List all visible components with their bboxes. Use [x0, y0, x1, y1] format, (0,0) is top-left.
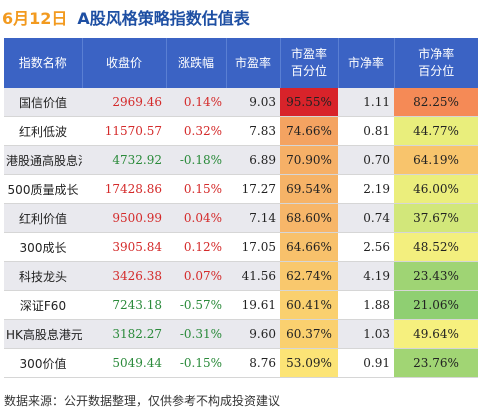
cell-pe: 6.89 — [226, 145, 280, 175]
cell-index-name: 300价值 — [4, 348, 82, 378]
header-pe: 市盈率 — [226, 38, 281, 88]
cell-pb: 0.81 — [338, 116, 394, 146]
cell-change: 0.32% — [166, 116, 226, 146]
header-pb-percentile: 市净率 百分位 — [394, 38, 478, 88]
cell-pb-percentile: 44.77% — [394, 116, 478, 146]
cell-pb: 4.19 — [338, 261, 394, 291]
cell-pb-percentile: 64.19% — [394, 145, 478, 175]
header-pb-percentile-label: 市净率 百分位 — [418, 47, 455, 78]
table-row: 500质量成长 17428.86 0.15% 17.27 69.54% 2.19 46.00… — [4, 174, 478, 204]
cell-close: 11570.57 — [82, 116, 166, 146]
table-row: 红利低波 11570.57 0.32% 7.83 74.66% 0.81 44.77% — [4, 116, 478, 146]
source-note: 数据来源：公开数据整理，仅供参考不构成投资建议 — [4, 394, 281, 408]
title-bar: 6月12日 A股风格策略指数估值表 — [0, 0, 480, 34]
cell-pe-percentile: 60.37% — [280, 319, 338, 349]
cell-pe-percentile: 64.66% — [280, 232, 338, 262]
cell-pe: 19.61 — [226, 290, 280, 320]
cell-close: 3426.38 — [82, 261, 166, 291]
cell-pb-percentile: 46.00% — [394, 174, 478, 204]
table-row: 国信价值 2969.46 0.14% 9.03 95.55% 1.11 82.25% — [4, 88, 478, 117]
cell-change: -0.18% — [166, 145, 226, 175]
cell-change: 0.07% — [166, 261, 226, 291]
cell-pe-percentile: 70.90% — [280, 145, 338, 175]
cell-pe-percentile: 74.66% — [280, 116, 338, 146]
cell-close: 2969.46 — [82, 88, 166, 117]
cell-index-name: 深证F60 — [4, 290, 82, 320]
table-row: 300价值 5049.44 -0.15% 8.76 53.09% 0.91 23.76% — [4, 348, 478, 378]
cell-close: 4732.92 — [82, 145, 166, 175]
cell-pe: 17.27 — [226, 174, 280, 204]
cell-change: 0.12% — [166, 232, 226, 262]
header-index-name: 指数名称 — [4, 38, 83, 88]
cell-index-name: 港股通高股息港元 — [4, 145, 82, 175]
cell-pe-percentile: 62.74% — [280, 261, 338, 291]
cell-pb: 0.74 — [338, 203, 394, 233]
cell-pe: 9.03 — [226, 88, 280, 117]
table-row: 深证F60 7243.18 -0.57% 19.61 60.41% 1.88 21.06% — [4, 290, 478, 320]
cell-pb-percentile: 37.67% — [394, 203, 478, 233]
cell-close: 3905.84 — [82, 232, 166, 262]
cell-pe-percentile: 69.54% — [280, 174, 338, 204]
title-date: 6月12日 — [2, 9, 68, 28]
cell-pb: 2.56 — [338, 232, 394, 262]
cell-pb: 1.11 — [338, 88, 394, 117]
cell-index-name: 红利价值 — [4, 203, 82, 233]
table-row: 科技龙头 3426.38 0.07% 41.56 62.74% 4.19 23.43% — [4, 261, 478, 291]
cell-pb: 0.70 — [338, 145, 394, 175]
cell-change: 0.15% — [166, 174, 226, 204]
table-row: 300成长 3905.84 0.12% 17.05 64.66% 2.56 48.52% — [4, 232, 478, 262]
header-change: 涨跌幅 — [166, 38, 227, 88]
header-close: 收盘价 — [82, 38, 167, 88]
table-row: 红利价值 9500.99 0.04% 7.14 68.60% 0.74 37.67% — [4, 203, 478, 233]
cell-close: 7243.18 — [82, 290, 166, 320]
cell-pb: 1.88 — [338, 290, 394, 320]
cell-pb-percentile: 48.52% — [394, 232, 478, 262]
cell-change: -0.15% — [166, 348, 226, 378]
cell-pe-percentile: 95.55% — [280, 88, 338, 117]
page-title: A股风格策略指数估值表 — [77, 9, 250, 28]
header-pe-percentile: 市盈率 百分位 — [280, 38, 339, 88]
cell-pb-percentile: 23.43% — [394, 261, 478, 291]
cell-pe-percentile: 68.60% — [280, 203, 338, 233]
cell-pe: 17.05 — [226, 232, 280, 262]
cell-close: 5049.44 — [82, 348, 166, 378]
valuation-table: 指数名称 收盘价 涨跌幅 市盈率 市盈率 百分位 市净率 市净率 百分位 国信价… — [4, 38, 478, 378]
cell-close: 9500.99 — [82, 203, 166, 233]
cell-close: 17428.86 — [82, 174, 166, 204]
cell-pb: 1.03 — [338, 319, 394, 349]
table-row: HK高股息港元 3182.27 -0.31% 9.60 60.37% 1.03 49.64% — [4, 319, 478, 349]
cell-change: -0.31% — [166, 319, 226, 349]
cell-change: -0.57% — [166, 290, 226, 320]
cell-change: 0.04% — [166, 203, 226, 233]
cell-pe: 8.76 — [226, 348, 280, 378]
cell-pb-percentile: 82.25% — [394, 88, 478, 117]
cell-index-name: 国信价值 — [4, 88, 82, 117]
table-body: 国信价值 2969.46 0.14% 9.03 95.55% 1.11 82.25% 红利低波… — [4, 88, 478, 378]
cell-index-name: 科技龙头 — [4, 261, 82, 291]
table-header-row: 指数名称 收盘价 涨跌幅 市盈率 市盈率 百分位 市净率 市净率 百分位 — [4, 38, 478, 88]
cell-index-name: 红利低波 — [4, 116, 82, 146]
cell-pe: 9.60 — [226, 319, 280, 349]
header-pb: 市净率 — [338, 38, 395, 88]
cell-pe-percentile: 60.41% — [280, 290, 338, 320]
cell-pb-percentile: 49.64% — [394, 319, 478, 349]
cell-change: 0.14% — [166, 88, 226, 117]
cell-index-name: 500质量成长 — [4, 174, 82, 204]
cell-pb: 0.91 — [338, 348, 394, 378]
table-row: 港股通高股息港元4732.92-0.18%6.8970.90%0.7064.19… — [4, 145, 478, 175]
cell-pe: 41.56 — [226, 261, 280, 291]
cell-pe: 7.14 — [226, 203, 280, 233]
cell-index-name: 300成长 — [4, 232, 82, 262]
cell-pb: 2.19 — [338, 174, 394, 204]
cell-pe-percentile: 53.09% — [280, 348, 338, 378]
cell-pb-percentile: 23.76% — [394, 348, 478, 378]
cell-pb-percentile: 21.06% — [394, 290, 478, 320]
cell-index-name: HK高股息港元 — [4, 319, 82, 349]
cell-pe: 7.83 — [226, 116, 280, 146]
header-pe-percentile-label: 市盈率 百分位 — [290, 47, 327, 78]
cell-close: 3182.27 — [82, 319, 166, 349]
